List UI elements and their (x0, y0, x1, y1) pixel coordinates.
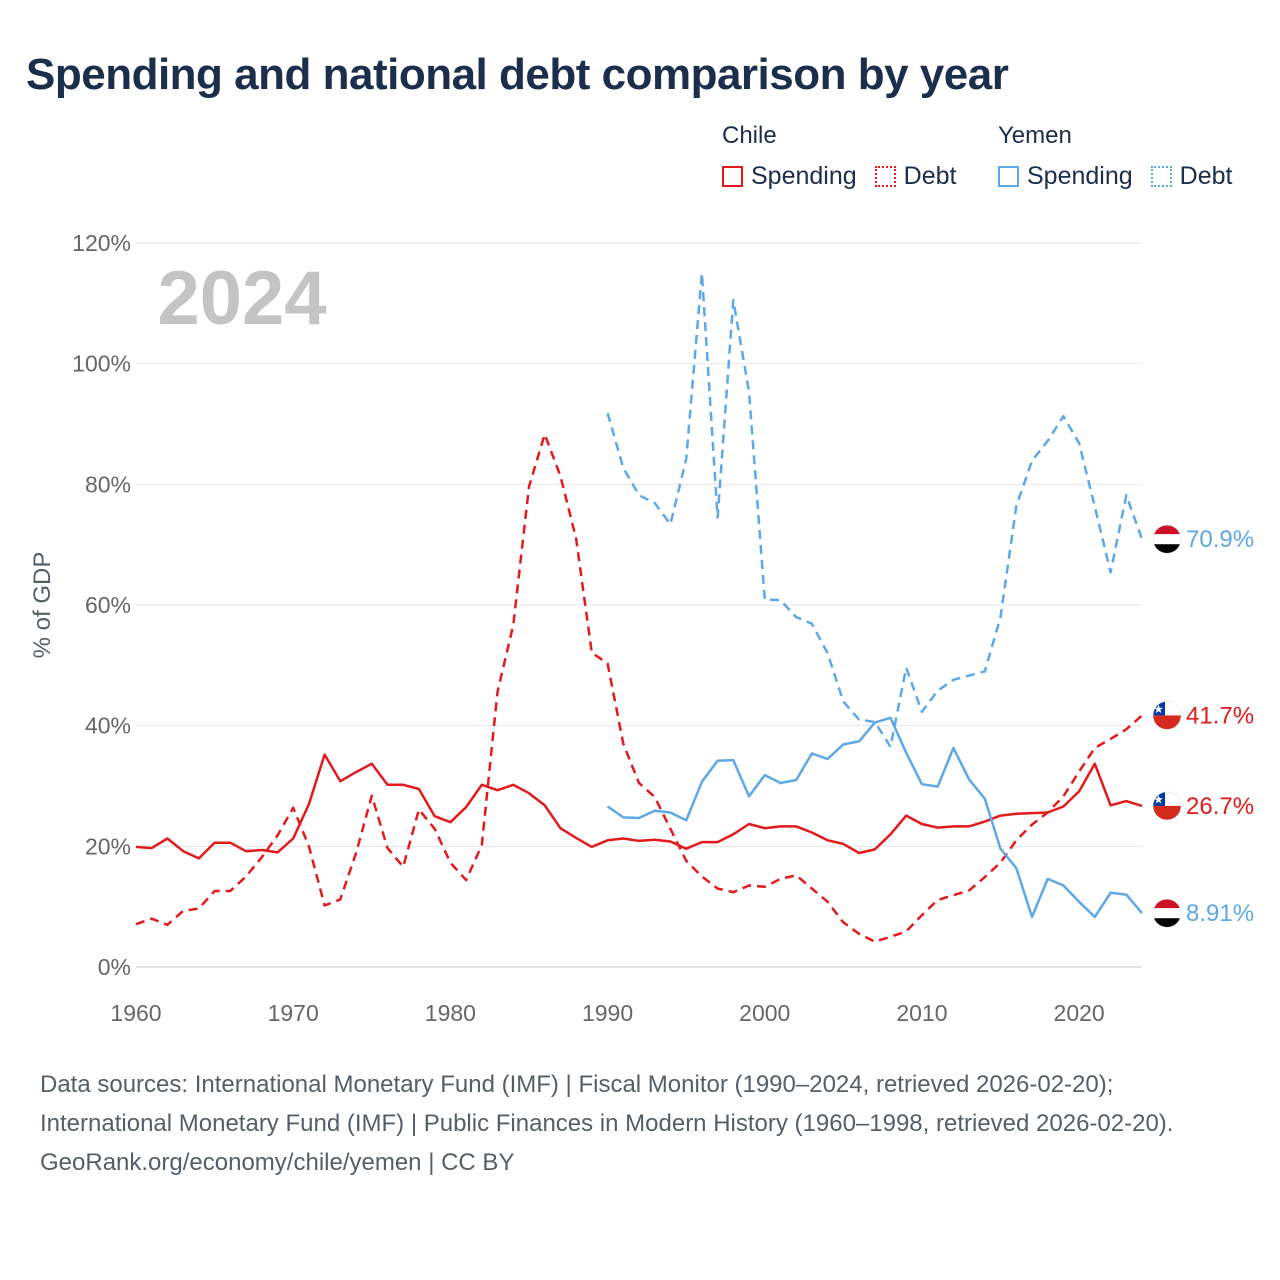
series-line-chile-debt[interactable] (135, 433, 1143, 943)
chile-flag-icon (1152, 791, 1182, 821)
x-tick-label: 2010 (896, 1000, 947, 1026)
yemen-flag-icon (1152, 898, 1182, 928)
x-tick-label: 1980 (425, 1000, 476, 1026)
y-tick-label: 120% (72, 230, 131, 256)
end-value-label: 8.91% (1186, 900, 1254, 927)
legend-group-name: Yemen (998, 122, 1072, 149)
legend-group-name: Chile (722, 122, 777, 149)
chart-title: Spending and national debt comparison by… (26, 50, 1009, 99)
line-chart: 0% 20% 40% 60% 80% 100% 120% 1960 1970 1980 1990 20… (29, 230, 1254, 1026)
footer: Data sources: International Monetary Fun… (40, 1065, 1240, 1182)
y-tick-label: 40% (85, 713, 131, 739)
legend-item-yemen-debt[interactable]: Debt (1150, 162, 1233, 191)
legend-swatch-dotted (874, 166, 896, 187)
gridlines: 0% 20% 40% 60% 80% 100% 120% 1960 1970 1980 1990 20… (72, 230, 1142, 1026)
yemen-flag-icon (1152, 524, 1182, 554)
end-value-label: 41.7% (1186, 702, 1254, 729)
x-tick-label: 1990 (582, 1000, 633, 1026)
data-sources: Data sources: International Monetary Fun… (40, 1071, 1174, 1137)
credit-link[interactable]: GeoRank.org/economy/chile/yemen | CC BY (40, 1149, 515, 1176)
legend-swatch-solid (998, 166, 1019, 187)
end-labels: 70.9% 41.7% 26.7% 8.91% (1152, 524, 1254, 928)
legend-item-label: Debt (903, 162, 957, 190)
series-group (135, 271, 1144, 943)
x-tick-label: 2000 (739, 1000, 790, 1026)
year-label: 2024 (157, 256, 326, 341)
y-tick-label: 80% (85, 471, 131, 497)
y-tick-label: 20% (85, 833, 131, 859)
y-tick-label: 0% (98, 954, 131, 980)
legend-item-label: Spending (751, 162, 857, 190)
legend-group-chile: Chile Spending Debt (722, 122, 956, 191)
legend-swatch-solid (722, 166, 743, 187)
x-tick-label: 2020 (1054, 1000, 1105, 1026)
legend-group-yemen: Yemen Spending Debt (998, 122, 1232, 191)
legend-swatch-dotted (1150, 166, 1172, 187)
legend-item-chile-spending[interactable]: Spending (722, 162, 857, 191)
legend-item-yemen-spending[interactable]: Spending (998, 162, 1133, 191)
series-line-chile-spending[interactable] (135, 753, 1143, 860)
end-value-label: 70.9% (1186, 526, 1254, 553)
legend-item-label: Spending (1027, 162, 1133, 190)
y-axis-label: % of GDP (29, 552, 56, 659)
legend-item-label: Debt (1179, 162, 1233, 190)
legend-item-chile-debt[interactable]: Debt (874, 162, 957, 191)
x-tick-label: 1970 (268, 1000, 319, 1026)
series-line-yemen-spending[interactable] (606, 716, 1143, 919)
end-value-label: 26.7% (1186, 793, 1254, 820)
chile-flag-icon (1152, 701, 1182, 730)
series-line-yemen-debt[interactable] (606, 271, 1144, 749)
y-tick-label: 100% (72, 351, 131, 377)
x-tick-label: 1960 (110, 1000, 161, 1026)
y-tick-label: 60% (85, 592, 131, 618)
